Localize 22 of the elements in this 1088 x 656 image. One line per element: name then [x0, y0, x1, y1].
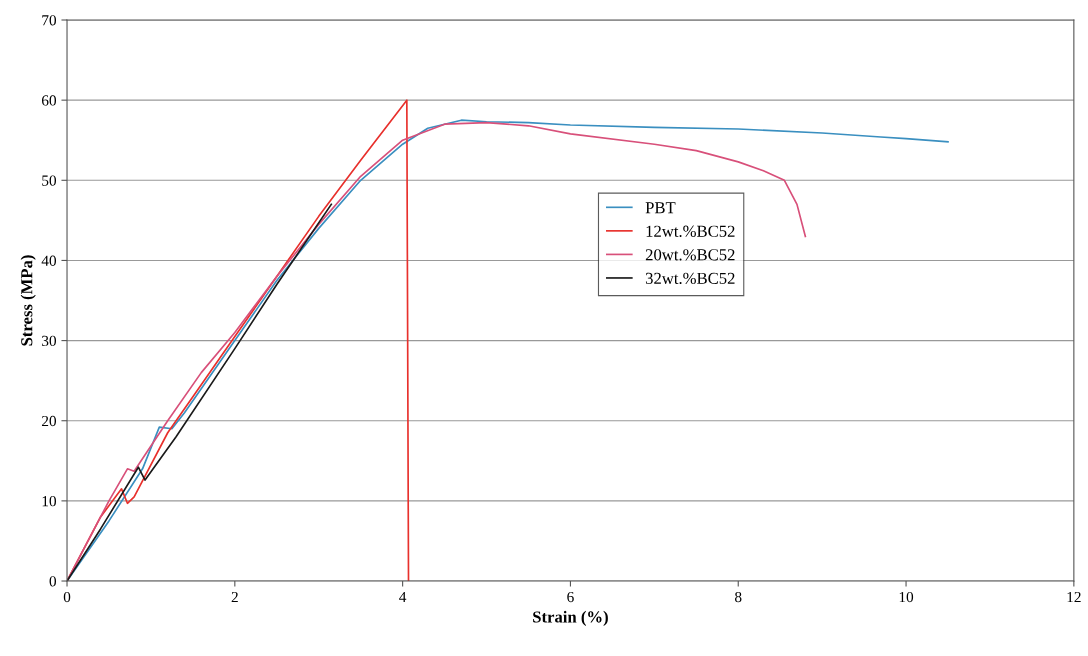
x-tick-label: 12	[1067, 591, 1081, 603]
x-tick-label: 10	[899, 591, 914, 603]
y-tick-label: 40	[41, 255, 57, 266]
legend-label: 12wt.%BC52	[646, 225, 735, 237]
y-tick-label: 0	[49, 576, 57, 587]
y-tick-label: 10	[42, 496, 57, 507]
x-tick-label: 8	[735, 591, 742, 603]
y-tick-label: 70	[42, 15, 57, 26]
line-series	[67, 203, 333, 582]
x-tick-label: 4	[399, 591, 407, 603]
x-tick-label: 6	[567, 591, 574, 603]
x-tick-label: 0	[63, 591, 71, 603]
y-tick-label: 50	[42, 175, 57, 186]
x-tick-label: 2	[231, 591, 238, 603]
legend-label: 20wt.%BC52	[645, 249, 735, 261]
x-axis-title: Strain (%)	[533, 610, 608, 626]
y-tick-label: 20	[42, 415, 57, 427]
y-axis-title: Stress (MPa)	[20, 255, 36, 346]
y-tick-label: 30	[42, 335, 57, 347]
y-tick-label: 60	[41, 95, 57, 106]
legend-label: 32wt.%BC52	[645, 272, 735, 285]
legend-label: PBT	[645, 202, 676, 214]
